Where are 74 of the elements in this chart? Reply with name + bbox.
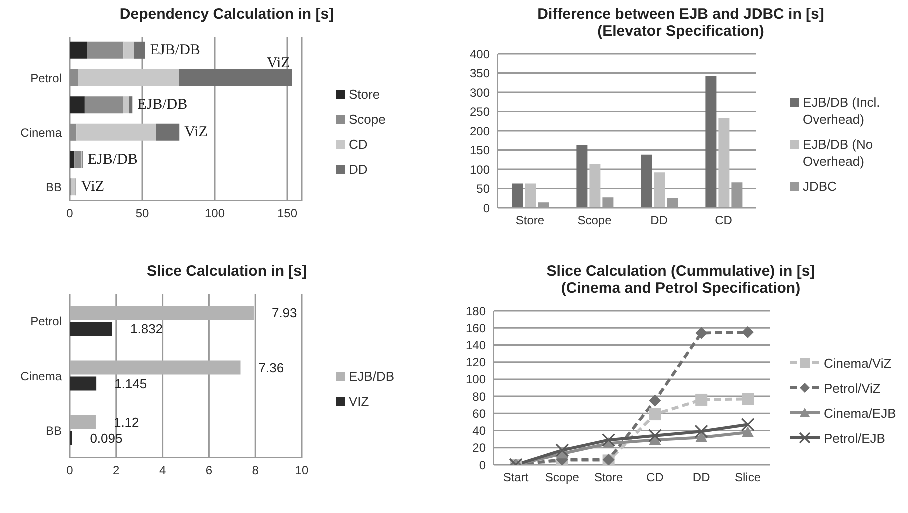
x-tick-label: CD	[715, 214, 733, 228]
legend-label: Petrol/ViZ	[824, 380, 881, 396]
legend-label: EJB/DB (No Overhead)	[803, 136, 874, 170]
chart-title: Dependency Calculation in [s]	[120, 6, 334, 23]
data-label: EJB/DB	[88, 152, 138, 168]
y-tick-label: Cinema	[20, 368, 62, 383]
x-tick-label: DD	[692, 470, 711, 484]
y-tick-label: 300	[470, 86, 490, 100]
y-tick-label: 160	[466, 320, 486, 335]
y-tick-label: Petrol	[30, 71, 62, 86]
legend-label: JDBC	[803, 178, 837, 194]
x-tick-label: CD	[646, 470, 664, 484]
legend-label: VIZ	[349, 392, 370, 410]
x-tick-label: 50	[136, 206, 150, 221]
y-tick-label: Petrol	[30, 314, 62, 328]
data-label: 7.93	[272, 305, 298, 320]
x-tick-label: Store	[516, 214, 545, 228]
x-tick-label: DD	[650, 214, 668, 228]
x-tick-label: 2	[113, 463, 120, 478]
y-tick-label: 200	[470, 124, 490, 138]
legend-label: CD	[349, 136, 368, 153]
y-tick-label: Cinema	[20, 126, 62, 140]
x-tick-label: Scope	[578, 214, 612, 228]
chart-title: Slice Calculation in [s]	[146, 262, 308, 280]
y-tick-label: 40	[472, 424, 486, 438]
y-tick-label: 140	[466, 338, 486, 352]
x-tick-label: 0	[66, 463, 74, 478]
chart-subtitle: (Elevator Specification)	[596, 23, 766, 40]
data-label: 1.145	[114, 376, 148, 391]
legend-label: EJB/DB	[349, 368, 395, 384]
data-label: ViZ	[267, 55, 290, 72]
y-tick-label: 350	[470, 66, 490, 81]
x-tick-label: 0	[66, 206, 74, 221]
data-label: 1.12	[114, 414, 140, 430]
x-tick-label: Store	[594, 470, 624, 484]
y-tick-label: 150	[470, 144, 490, 158]
y-tick-label: 100	[470, 162, 490, 177]
legend-label: Store	[349, 86, 380, 103]
data-label: EJB/DB	[138, 97, 188, 114]
legend-label: Cinema/ViZ	[824, 354, 892, 372]
legend-label: DD	[349, 161, 368, 178]
x-tick-label: 10	[295, 463, 309, 478]
x-tick-label: Scope	[545, 470, 580, 484]
y-tick-label: 80	[472, 389, 486, 404]
x-tick-label: 100	[204, 206, 226, 221]
y-tick-label: 120	[466, 355, 486, 370]
legend-label: Scope	[349, 111, 386, 128]
chart-title: Slice Calculation (Cummulative) in [s]	[546, 262, 816, 280]
data-label: 0.095	[90, 430, 123, 446]
x-tick-label: 6	[206, 463, 213, 478]
x-tick-label: 150	[277, 206, 298, 221]
chart-title: Difference between EJB and JDBC in [s]	[538, 6, 824, 23]
legend-label: Cinema/EJB	[824, 404, 896, 422]
data-label: ViZ	[184, 124, 208, 140]
y-tick-label: 180	[466, 304, 486, 318]
data-label: 1.832	[130, 321, 164, 336]
y-tick-label: 60	[472, 406, 486, 420]
y-tick-label: 250	[470, 105, 490, 120]
x-tick-label: Start	[503, 470, 530, 484]
y-tick-label: 20	[472, 440, 486, 455]
legend-label: Petrol/EJB	[824, 430, 886, 446]
y-tick-label: 100	[466, 372, 486, 386]
x-tick-label: Slice	[734, 470, 762, 484]
chart-subtitle: (Cinema and Petrol Specification)	[560, 280, 802, 296]
legend-label: EJB/DB (Incl. Overhead)	[803, 94, 882, 128]
y-tick-label: 50	[476, 182, 490, 196]
y-tick-label: BB	[46, 423, 62, 438]
y-tick-label: 400	[470, 47, 490, 62]
data-label: ViZ	[81, 179, 104, 196]
data-label: 7.36	[258, 360, 284, 375]
x-tick-label: 8	[252, 463, 260, 478]
y-tick-label: BB	[46, 180, 62, 195]
data-label: EJB/DB	[150, 42, 200, 58]
x-tick-label: 4	[159, 463, 166, 478]
